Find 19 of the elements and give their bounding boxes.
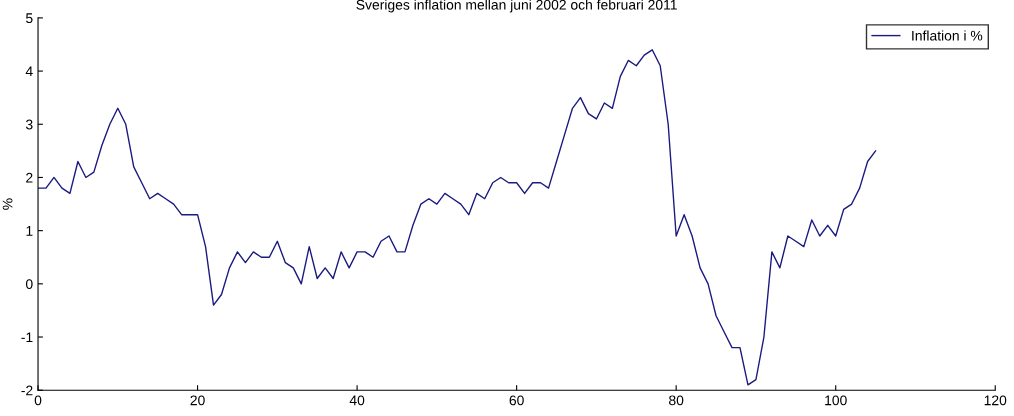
x-tick-label: 0	[34, 395, 42, 406]
x-tick-label: 60	[509, 395, 524, 406]
y-axis-title: %	[2, 198, 13, 210]
y-tick-label: 3	[25, 119, 33, 130]
chart-title: Sveriges inflation mellan juni 2002 och februari 2011	[356, 0, 677, 13]
x-tick-label: 80	[669, 395, 684, 406]
legend-label: Inflation i %	[912, 30, 983, 41]
x-tick-label: 100	[825, 395, 847, 406]
y-tick-label: -2	[21, 385, 33, 396]
y-tick-label: 0	[25, 279, 33, 289]
y-tick-label: 4	[25, 66, 33, 77]
line-series	[38, 49, 877, 386]
x-tick-label: 40	[349, 395, 365, 406]
y-tick-label: 5	[26, 13, 33, 24]
y-tick-label: -1	[21, 332, 33, 343]
y-tick-label: 2	[26, 172, 33, 183]
x-tick-label: 120	[984, 395, 1007, 406]
y-tick-label: 1	[26, 226, 33, 236]
x-tick-label: 20	[190, 395, 205, 406]
